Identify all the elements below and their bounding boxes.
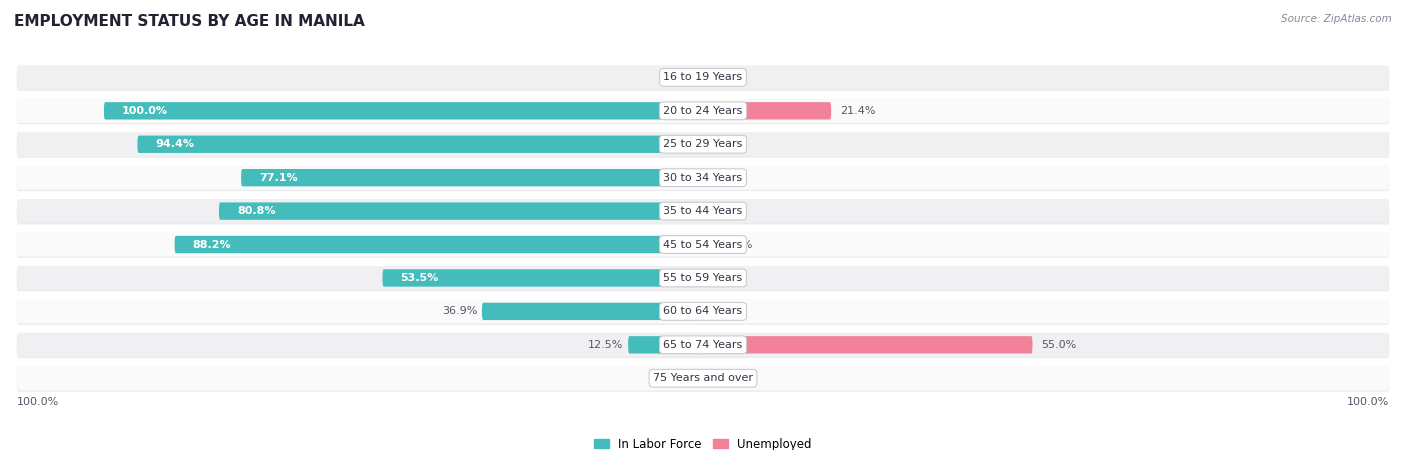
Text: 20 to 24 Years: 20 to 24 Years	[664, 106, 742, 116]
FancyBboxPatch shape	[17, 132, 1389, 156]
Text: 0.0%: 0.0%	[711, 306, 740, 316]
Text: 21.4%: 21.4%	[841, 106, 876, 116]
FancyBboxPatch shape	[703, 236, 716, 253]
Text: 77.1%: 77.1%	[259, 173, 298, 183]
Text: 12.5%: 12.5%	[588, 340, 623, 350]
FancyBboxPatch shape	[174, 236, 703, 253]
FancyBboxPatch shape	[17, 299, 1389, 324]
Text: EMPLOYMENT STATUS BY AGE IN MANILA: EMPLOYMENT STATUS BY AGE IN MANILA	[14, 14, 364, 28]
FancyBboxPatch shape	[17, 233, 1389, 256]
FancyBboxPatch shape	[382, 269, 703, 287]
FancyBboxPatch shape	[104, 102, 703, 120]
FancyBboxPatch shape	[17, 199, 1389, 223]
FancyBboxPatch shape	[17, 133, 1389, 158]
FancyBboxPatch shape	[138, 135, 703, 153]
Text: 35 to 44 Years: 35 to 44 Years	[664, 206, 742, 216]
Text: 100.0%: 100.0%	[122, 106, 167, 116]
Text: 55.0%: 55.0%	[1042, 340, 1077, 350]
FancyBboxPatch shape	[703, 102, 831, 120]
Text: 80.8%: 80.8%	[238, 206, 276, 216]
FancyBboxPatch shape	[240, 169, 703, 186]
Text: 65 to 74 Years: 65 to 74 Years	[664, 340, 742, 350]
Text: 75 Years and over: 75 Years and over	[652, 373, 754, 383]
Text: 0.0%: 0.0%	[711, 373, 740, 383]
Text: 55 to 59 Years: 55 to 59 Years	[664, 273, 742, 283]
FancyBboxPatch shape	[17, 334, 1389, 358]
Text: 25 to 29 Years: 25 to 29 Years	[664, 139, 742, 149]
FancyBboxPatch shape	[17, 366, 1389, 390]
FancyBboxPatch shape	[17, 166, 1389, 190]
FancyBboxPatch shape	[17, 200, 1389, 224]
FancyBboxPatch shape	[17, 266, 1389, 290]
FancyBboxPatch shape	[17, 66, 1389, 90]
Text: 2.1%: 2.1%	[724, 239, 754, 250]
Text: 0.0%: 0.0%	[666, 373, 695, 383]
FancyBboxPatch shape	[17, 267, 1389, 291]
FancyBboxPatch shape	[695, 69, 703, 86]
Text: 0.0%: 0.0%	[711, 72, 740, 82]
Text: 60 to 64 Years: 60 to 64 Years	[664, 306, 742, 316]
Text: 30 to 34 Years: 30 to 34 Years	[664, 173, 742, 183]
Text: 0.0%: 0.0%	[711, 139, 740, 149]
Text: 0.0%: 0.0%	[711, 173, 740, 183]
Text: 0.0%: 0.0%	[711, 273, 740, 283]
FancyBboxPatch shape	[17, 234, 1389, 257]
Text: Source: ZipAtlas.com: Source: ZipAtlas.com	[1281, 14, 1392, 23]
Text: 100.0%: 100.0%	[1347, 397, 1389, 407]
FancyBboxPatch shape	[17, 333, 1389, 357]
Text: 1.4%: 1.4%	[661, 72, 690, 82]
FancyBboxPatch shape	[628, 336, 703, 354]
Text: 36.9%: 36.9%	[441, 306, 477, 316]
FancyBboxPatch shape	[219, 202, 703, 220]
FancyBboxPatch shape	[17, 99, 1389, 123]
FancyBboxPatch shape	[17, 367, 1389, 392]
Text: 94.4%: 94.4%	[156, 139, 194, 149]
FancyBboxPatch shape	[17, 300, 1389, 324]
FancyBboxPatch shape	[17, 100, 1389, 124]
Text: 88.2%: 88.2%	[193, 239, 231, 250]
FancyBboxPatch shape	[17, 65, 1389, 90]
Legend: In Labor Force, Unemployed: In Labor Force, Unemployed	[589, 433, 817, 450]
Text: 0.0%: 0.0%	[711, 206, 740, 216]
Text: 53.5%: 53.5%	[401, 273, 439, 283]
FancyBboxPatch shape	[703, 336, 1032, 354]
Text: 100.0%: 100.0%	[17, 397, 59, 407]
FancyBboxPatch shape	[482, 303, 703, 320]
FancyBboxPatch shape	[17, 166, 1389, 191]
Text: 16 to 19 Years: 16 to 19 Years	[664, 72, 742, 82]
Text: 45 to 54 Years: 45 to 54 Years	[664, 239, 742, 250]
